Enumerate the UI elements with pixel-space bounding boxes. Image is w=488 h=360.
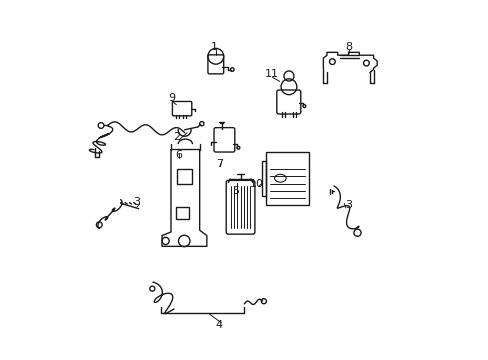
Bar [265,152,308,205]
Bar [177,168,192,184]
Text: 3: 3 [133,197,140,207]
Text: 2: 2 [172,132,180,142]
Text: 6: 6 [175,150,183,160]
Text: 5: 5 [232,186,239,196]
Bar [175,207,189,220]
Text: 1: 1 [210,42,217,52]
Text: 10: 10 [249,179,264,189]
Text: 4: 4 [215,320,223,330]
Text: 7: 7 [215,159,223,169]
Bar [261,161,265,196]
Text: 11: 11 [264,69,279,79]
Text: 9: 9 [167,93,175,103]
Text: 8: 8 [344,42,351,52]
Text: 3: 3 [345,200,351,210]
